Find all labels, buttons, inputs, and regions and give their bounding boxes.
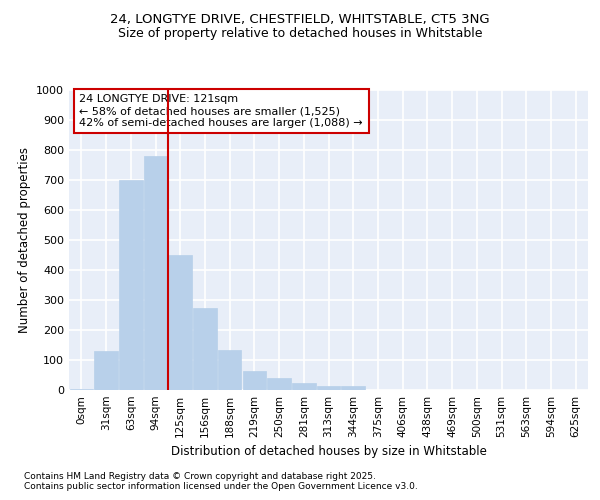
- Bar: [70, 388, 93, 390]
- Text: 24, LONGTYE DRIVE, CHESTFIELD, WHITSTABLE, CT5 3NG: 24, LONGTYE DRIVE, CHESTFIELD, WHITSTABL…: [110, 12, 490, 26]
- Bar: [94, 351, 118, 390]
- Bar: [218, 350, 241, 390]
- Y-axis label: Number of detached properties: Number of detached properties: [17, 147, 31, 333]
- Bar: [119, 180, 143, 390]
- Text: Contains public sector information licensed under the Open Government Licence v3: Contains public sector information licen…: [24, 482, 418, 491]
- Bar: [341, 386, 365, 390]
- Bar: [169, 255, 192, 390]
- Text: Size of property relative to detached houses in Whitstable: Size of property relative to detached ho…: [118, 28, 482, 40]
- Bar: [242, 370, 266, 390]
- Bar: [317, 386, 340, 390]
- X-axis label: Distribution of detached houses by size in Whitstable: Distribution of detached houses by size …: [170, 446, 487, 458]
- Bar: [144, 156, 167, 390]
- Text: 24 LONGTYE DRIVE: 121sqm
← 58% of detached houses are smaller (1,525)
42% of sem: 24 LONGTYE DRIVE: 121sqm ← 58% of detach…: [79, 94, 363, 128]
- Text: Contains HM Land Registry data © Crown copyright and database right 2025.: Contains HM Land Registry data © Crown c…: [24, 472, 376, 481]
- Bar: [292, 382, 316, 390]
- Bar: [268, 378, 291, 390]
- Bar: [193, 308, 217, 390]
